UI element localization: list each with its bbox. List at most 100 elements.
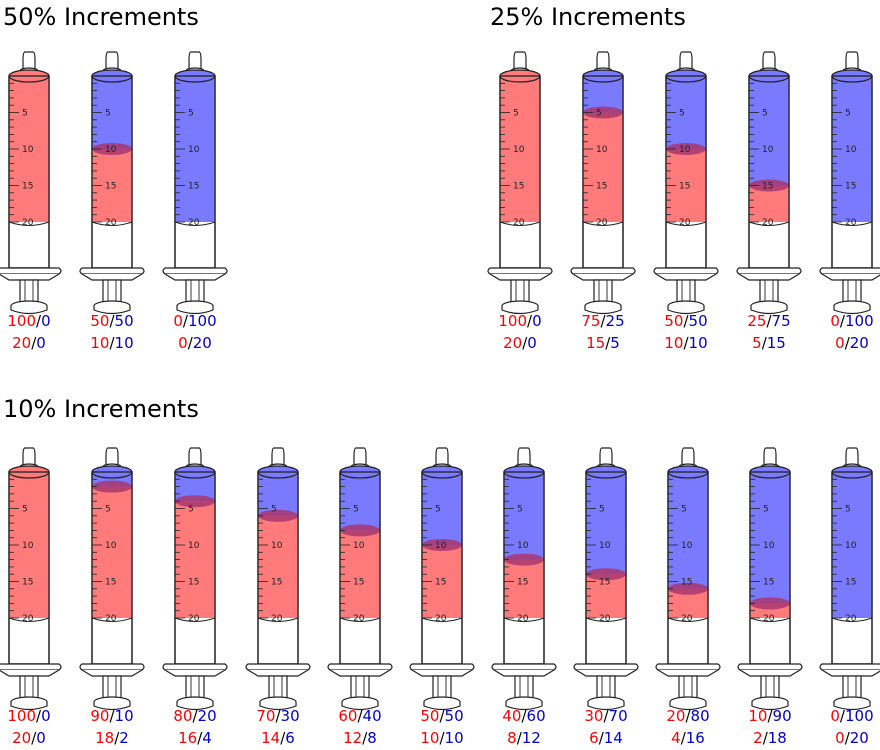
- liquid-meniscus: [668, 582, 708, 595]
- volume-label: 6/14: [589, 729, 623, 747]
- volume-label-blue: 12: [522, 729, 541, 747]
- percent-label-red: 75: [581, 312, 600, 330]
- percent-label: 0/100: [830, 312, 873, 330]
- syringe-nozzle: [513, 51, 527, 72]
- percent-label-red: 80: [173, 707, 192, 725]
- percent-label: 90/10: [90, 707, 133, 725]
- volume-label-blue: 0: [527, 334, 537, 352]
- thumb-press-rim: [751, 702, 789, 711]
- volume-label-red: 15: [586, 334, 605, 352]
- liquid-meniscus: [750, 597, 790, 610]
- scale-number: 10: [271, 541, 283, 551]
- percent-label: 0/100: [830, 707, 873, 725]
- syringe: 5 10 15 20: [162, 51, 228, 315]
- plunger-seal: [749, 617, 791, 622]
- percent-label-blue: 90: [773, 707, 792, 725]
- volume-label-red: 0: [178, 334, 188, 352]
- scale-number: 15: [596, 182, 607, 192]
- percent-label-red: 30: [584, 707, 603, 725]
- flange-lower: [489, 273, 551, 281]
- percent-label: 60/40: [338, 707, 381, 725]
- syringe: 5 10 15 20: [162, 447, 228, 711]
- percent-label-blue: 80: [691, 707, 710, 725]
- flange-lower: [81, 273, 143, 281]
- volume-label: 4/16: [671, 729, 705, 747]
- scale-number: 20: [679, 218, 691, 228]
- scale-number: 5: [681, 505, 687, 515]
- volume-label-slash: /: [362, 729, 368, 747]
- volume-label-slash: /: [763, 729, 769, 747]
- percent-label-blue: 100: [188, 312, 217, 330]
- volume-label-red: 8: [507, 729, 517, 747]
- volume-label-red: 10: [664, 334, 683, 352]
- percent-label-red: 100: [498, 312, 527, 330]
- percent-label-red: 90: [90, 707, 109, 725]
- scale-number: 10: [513, 145, 525, 155]
- percent-label: 50/50: [664, 312, 707, 330]
- finger-flange: [819, 267, 880, 275]
- scale-number: 5: [188, 109, 194, 119]
- percent-label-blue: 100: [845, 312, 874, 330]
- thumb-press-rim: [176, 306, 214, 315]
- finger-flange: [573, 663, 639, 671]
- scale-number: 5: [271, 505, 277, 515]
- syringe-nozzle: [845, 51, 859, 72]
- scale-number: 20: [763, 614, 775, 624]
- percent-label-blue: 70: [609, 707, 628, 725]
- scale-number: 10: [188, 541, 200, 551]
- finger-flange: [653, 267, 719, 275]
- scale-number: 10: [681, 541, 693, 551]
- syringe-nozzle: [517, 447, 531, 468]
- percent-label-red: 100: [7, 707, 36, 725]
- scale-number: 5: [353, 505, 359, 515]
- syringe-nozzle: [22, 51, 36, 72]
- percent-label-blue: 50: [445, 707, 464, 725]
- percent-label-slash: /: [767, 707, 773, 725]
- title-10-increments: 10% Increments: [3, 395, 199, 423]
- percent-label-slash: /: [109, 312, 115, 330]
- volume-label: 2/18: [753, 729, 787, 747]
- syringe-nozzle: [188, 51, 202, 72]
- thumb-press-rim: [10, 702, 48, 711]
- scale-number: 5: [105, 109, 111, 119]
- percent-label-blue: 50: [115, 312, 134, 330]
- volume-label-slash: /: [439, 729, 445, 747]
- percent-label-slash: /: [109, 707, 115, 725]
- percent-label-red: 0: [830, 707, 840, 725]
- volume-label: 5/15: [752, 334, 786, 352]
- scale-number: 20: [22, 614, 34, 624]
- red-liquid: [749, 185, 789, 222]
- scale-number: 10: [188, 145, 200, 155]
- finger-flange: [409, 663, 475, 671]
- syringe: 5 10 15 20: [819, 51, 880, 315]
- volume-label-blue: 10: [445, 729, 464, 747]
- percent-label: 25/75: [747, 312, 790, 330]
- volume-label: 0/20: [835, 729, 869, 747]
- scale-number: 10: [22, 145, 34, 155]
- percent-label-blue: 25: [606, 312, 625, 330]
- percent-label: 100/0: [7, 707, 50, 725]
- syringe-nozzle: [762, 51, 776, 72]
- volume-label: 20/0: [503, 334, 537, 352]
- plunger-seal: [8, 617, 50, 622]
- volume-label-blue: 20: [850, 729, 869, 747]
- scale-number: 20: [845, 218, 857, 228]
- syringe: 5 10 15 20: [491, 447, 557, 711]
- liquid-meniscus: [666, 143, 706, 155]
- liquid-meniscus: [258, 509, 298, 522]
- percent-label: 40/60: [502, 707, 545, 725]
- volume-label-red: 14: [261, 729, 280, 747]
- scale-number: 15: [517, 578, 528, 588]
- finger-flange: [245, 663, 311, 671]
- syringe-nozzle: [22, 447, 36, 468]
- flange-lower: [164, 669, 226, 677]
- volume-label-red: 5: [752, 334, 762, 352]
- flange-lower: [821, 669, 880, 677]
- red-liquid: [504, 559, 544, 618]
- percent-label: 10/90: [748, 707, 791, 725]
- volume-label-blue: 20: [850, 334, 869, 352]
- percent-label-red: 0: [173, 312, 183, 330]
- percent-label-slash: /: [840, 707, 846, 725]
- percent-label-slash: /: [36, 312, 42, 330]
- percent-label-blue: 50: [689, 312, 708, 330]
